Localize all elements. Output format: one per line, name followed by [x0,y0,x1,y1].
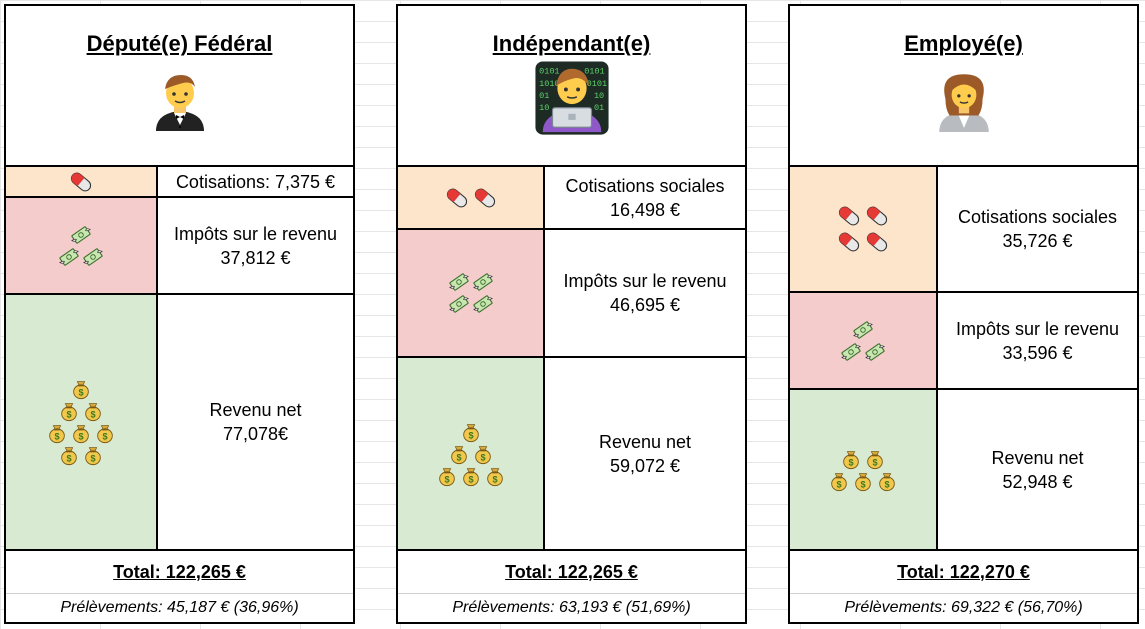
money-bag-icon [58,400,80,422]
impots-value: 37,812 € [220,247,291,268]
revenu-value: 77,078€ [222,424,289,444]
impots-row: Impôts sur le revenu 33,596 € [790,293,1137,390]
cotisations-label: Cotisations: 7,375 € [175,171,336,192]
impots-text-cell: Impôts sur le revenu 33,596 € [938,293,1137,388]
impots-text-cell: Impôts sur le revenu 37,812 € [158,198,353,293]
woman-office-worker-icon [931,65,997,137]
cotisations-text-cell: Cotisations sociales 35,726 € [938,167,1137,291]
card-depute: Député(e) Fédéral Cotisations: 7,375 € I… [4,4,355,624]
cotisations-row: Cotisations sociales 16,498 € [398,167,745,230]
flying-money-icon [448,293,470,315]
card-employe: Employé(e) Cotisations sociales 35,726 € [788,4,1139,624]
money-bag-icon [436,465,458,487]
revenu-text-cell: Revenu net 52,948 € [938,390,1137,549]
impots-row: Impôts sur le revenu 46,695 € [398,230,745,358]
flying-money-icon [852,319,874,341]
impots-text-cell: Impôts sur le revenu 46,695 € [545,230,745,356]
man-in-tuxedo-icon [148,65,212,137]
cotisations-label: Cotisations sociales [957,207,1118,227]
flying-money-icon [82,246,104,268]
impots-value: 33,596 € [1002,342,1073,363]
flying-money-icon [840,341,862,363]
revenu-label: Revenu net [598,431,692,452]
revenu-value: 52,948 € [1002,471,1073,492]
cotisations-icon-cell [790,167,938,291]
impots-label: Impôts sur le revenu [955,318,1120,339]
revenu-row: Revenu net 77,078€ [6,295,353,551]
total-label: Total: 122,265 € [6,551,353,594]
money-bag-icon [852,470,874,492]
cotisations-row: Cotisations: 7,375 € [6,167,353,198]
total-label: Total: 122,265 € [398,551,745,594]
money-bag-icon [448,443,470,465]
impots-value: 46,695 € [609,295,681,315]
revenu-label: Revenu net [991,447,1084,468]
cotisations-row: Cotisations sociales 35,726 € [790,167,1137,293]
revenu-icon-cell [790,390,938,549]
card-independant: Indépendant(e) Cotisations sociales 16,4… [396,4,747,624]
money-bag-icon [472,443,494,465]
money-bag-icon [94,422,116,444]
pill-icon [68,169,94,195]
cotisations-icon-cell [398,167,545,228]
pill-icon [836,229,862,255]
money-bag-icon [70,422,92,444]
prelevements-label: Prélèvements: 63,193 € (51,69%) [452,599,691,616]
cotisations-label: Cotisations sociales [565,175,725,196]
revenu-label: Revenu net [209,400,302,420]
money-bag-icon [46,422,68,444]
pill-icon [444,185,470,211]
cotisations-text-cell: Cotisations: 7,375 € [158,167,353,196]
card-title: Indépendant(e) [492,31,651,56]
revenu-text-cell: Revenu net 77,078€ [158,295,353,549]
revenu-row: Revenu net 59,072 € [398,358,745,551]
flying-money-icon [472,293,494,315]
card-header: Député(e) Fédéral [6,6,353,167]
technologist-icon [533,59,611,137]
cotisations-value: 16,498 € [609,199,681,220]
cotisations-value: 35,726 € [1002,231,1073,251]
money-bag-icon [876,470,898,492]
prelevements-label: Prélèvements: 45,187 € (36,96%) [60,599,299,616]
pill-icon [472,185,498,211]
flying-money-icon [58,246,80,268]
card-title: Employé(e) [904,31,1023,56]
revenu-value: 59,072 € [609,455,681,476]
flying-money-icon [864,341,886,363]
money-bag-icon [82,400,104,422]
revenu-text-cell: Revenu net 59,072 € [545,358,745,549]
total-label: Total: 122,270 € [790,551,1137,594]
cotisations-text-cell: Cotisations sociales 16,498 € [545,167,745,228]
impots-icon-cell [790,293,938,388]
money-bag-icon [840,448,862,470]
flying-money-icon [472,271,494,293]
cotisations-icon-cell [6,167,158,196]
money-bag-icon [484,465,506,487]
money-bag-icon [70,378,92,400]
money-bag-icon [58,444,80,466]
money-bag-icon [864,448,886,470]
flying-money-icon [70,224,92,246]
impots-label: Impôts sur le revenu [173,223,338,244]
prelevements-label: Prélèvements: 69,322 € (56,70%) [844,599,1083,616]
impots-icon-cell [6,198,158,293]
impots-row: Impôts sur le revenu 37,812 € [6,198,353,295]
impots-icon-cell [398,230,545,356]
money-bag-icon [460,465,482,487]
pill-icon [864,229,890,255]
revenu-row: Revenu net 52,948 € [790,390,1137,551]
money-bag-icon [828,470,850,492]
pill-icon [864,203,890,229]
card-header: Indépendant(e) [398,6,745,167]
pill-icon [836,203,862,229]
impots-label: Impôts sur le revenu [563,271,727,291]
money-bag-icon [460,421,482,443]
card-header: Employé(e) [790,6,1137,167]
revenu-icon-cell [6,295,158,549]
flying-money-icon [448,271,470,293]
revenu-icon-cell [398,358,545,549]
money-bag-icon [82,444,104,466]
card-title: Député(e) Fédéral [86,31,273,56]
